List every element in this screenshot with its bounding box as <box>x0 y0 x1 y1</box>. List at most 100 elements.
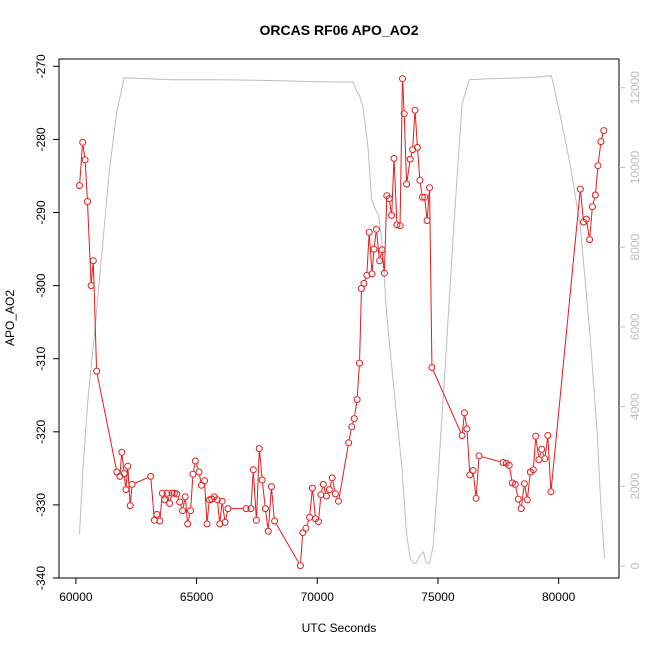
apo-point <box>118 448 126 456</box>
x-tick-label: 80000 <box>542 590 576 604</box>
apo-segment <box>259 452 263 477</box>
apo-segment <box>550 192 581 489</box>
apo-point <box>463 425 471 433</box>
y2-tick-label: 10000 <box>628 150 642 184</box>
apo-segment <box>366 235 370 272</box>
apo-point <box>128 480 136 488</box>
apo-point <box>120 470 128 477</box>
apo-segment <box>265 511 269 528</box>
apo-segment <box>84 163 88 199</box>
apo-point <box>153 510 161 518</box>
apo-segment <box>539 452 542 457</box>
apo-segment <box>193 464 196 471</box>
apo-segment <box>542 452 545 456</box>
apo-point <box>195 468 203 476</box>
apo-point <box>335 497 342 505</box>
apo-point <box>411 106 419 114</box>
apo-segment <box>521 487 525 506</box>
apo-segment <box>402 82 405 111</box>
apo-segment <box>364 278 367 281</box>
apo-segment <box>150 479 155 517</box>
apo-segment <box>356 366 360 397</box>
apo-point <box>532 432 540 440</box>
apo-point <box>271 517 279 525</box>
apo-segment <box>535 439 539 457</box>
apo-segment <box>466 432 471 472</box>
apo-point <box>203 520 211 528</box>
apo-segment <box>219 504 223 521</box>
apo-point <box>511 480 519 488</box>
altitude-line <box>79 75 605 565</box>
apo-point <box>79 138 87 146</box>
y-axis-title: APO_AO2 <box>3 290 17 346</box>
apo-point <box>213 496 221 504</box>
apo-segment <box>256 452 260 517</box>
apo-point <box>353 396 361 404</box>
y2-tick-label: 4000 <box>628 393 642 420</box>
apo-segment <box>376 232 380 258</box>
apo-segment <box>348 430 352 440</box>
apo-point <box>396 222 404 230</box>
apo-segment <box>580 192 584 219</box>
apo-point <box>345 439 353 447</box>
y-tick-label: -320 <box>34 419 48 443</box>
apo-point <box>588 203 596 211</box>
apo-segment <box>403 117 407 181</box>
apo-point <box>218 497 226 505</box>
apo-segment <box>389 202 392 213</box>
apo-point <box>356 359 363 367</box>
apo-point <box>173 490 181 498</box>
apo-segment <box>121 455 125 471</box>
apo-segment <box>399 82 403 223</box>
apo-point <box>393 221 401 229</box>
apo-point <box>403 180 411 188</box>
apo-point <box>242 505 250 513</box>
apo-point <box>221 518 229 526</box>
apo-segment <box>475 459 480 495</box>
apo-segment <box>177 497 179 499</box>
apo-segment <box>199 475 202 482</box>
apo-point <box>122 486 130 494</box>
apo-point <box>93 367 101 375</box>
y2-tick-label: 2000 <box>628 473 642 500</box>
apo-segment <box>119 455 122 473</box>
apo-segment <box>124 476 126 487</box>
apo-segment <box>414 113 418 145</box>
apo-point <box>535 456 543 464</box>
apo-segment <box>87 204 92 283</box>
apo-segment <box>586 222 590 237</box>
apo-segment <box>384 199 388 270</box>
apo-segment <box>379 253 382 258</box>
apo-point <box>505 461 513 469</box>
apo-segment <box>547 438 552 489</box>
apo-segment <box>169 496 172 501</box>
apo-point <box>81 156 89 164</box>
apo-point <box>576 185 584 193</box>
y-tick-label: -270 <box>34 54 48 78</box>
apo-segment <box>206 503 210 521</box>
apo-point <box>87 282 95 290</box>
apo-point <box>156 517 164 525</box>
apo-segment <box>509 468 513 480</box>
apo-segment <box>464 416 467 426</box>
apo-segment <box>589 210 593 237</box>
apo-segment <box>462 416 465 433</box>
apo-point <box>472 494 480 502</box>
apo-segment <box>426 191 430 218</box>
apo-point <box>328 474 336 482</box>
apo-segment <box>306 520 309 526</box>
apo-segment <box>130 487 133 503</box>
apo-segment <box>592 198 595 204</box>
apo-point <box>600 127 608 135</box>
x-axis-title: UTC Seconds <box>302 621 377 635</box>
apo-point <box>388 211 396 219</box>
x-tick-label: 70000 <box>301 590 335 604</box>
apo-segment <box>432 370 462 433</box>
apo-point <box>296 562 304 570</box>
apo-point <box>517 505 525 513</box>
apo-segment <box>180 505 182 508</box>
apo-segment <box>338 446 349 498</box>
apo-point <box>181 493 189 501</box>
apo-point <box>158 489 166 497</box>
